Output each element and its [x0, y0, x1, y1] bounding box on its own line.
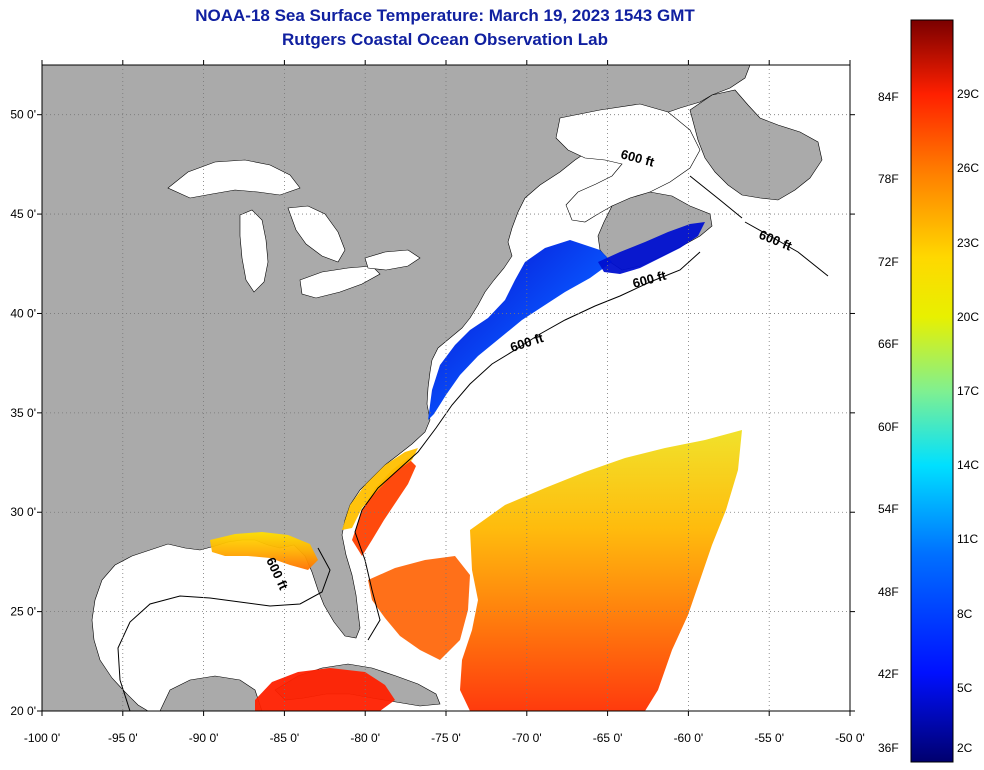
sst-warm-atlantic — [460, 430, 742, 711]
colorbar-f-label: 42F — [878, 667, 899, 682]
newfoundland-land — [689, 89, 823, 201]
colorbar-f-label: 72F — [878, 254, 899, 269]
longitude-tick-label: -85 0' — [270, 731, 300, 745]
latitude-tick-label: 25 0' — [10, 605, 36, 619]
colorbar-c-label: 20C — [957, 309, 980, 324]
latitude-tick-label: 20 0' — [10, 704, 36, 718]
colorbar-f-label: 78F — [878, 172, 899, 187]
colorbar-f-label: 84F — [878, 89, 899, 104]
longitude-tick-label: -100 0' — [24, 731, 60, 745]
longitude-tick-label: -80 0' — [350, 731, 380, 745]
colorbar-c-label: 2C — [957, 741, 973, 755]
colorbar-f-label: 36F — [878, 741, 899, 755]
longitude-tick-label: -95 0' — [108, 731, 138, 745]
color-scale-bar — [910, 19, 954, 763]
sst-caribbean — [255, 668, 395, 711]
latitude-tick-label: 50 0' — [10, 108, 36, 122]
longitude-tick-label: -70 0' — [512, 731, 542, 745]
longitude-tick-label: -50 0' — [835, 731, 865, 745]
graticule — [42, 65, 850, 711]
longitude-labels: -100 0' -95 0' -90 0' -85 0' -80 0' -75 0' -70… — [24, 731, 865, 745]
sst-bahamas — [368, 556, 470, 660]
colorbar-c-label: 5C — [957, 680, 973, 695]
colorbar-c-label: 11C — [957, 532, 979, 547]
axis-ticks — [37, 60, 855, 716]
latitude-tick-label: 35 0' — [10, 406, 36, 420]
sst-cold-scotian-shelf — [598, 222, 705, 274]
colorbar-f-label: 48F — [878, 584, 899, 599]
colorbar-c-label: 23C — [957, 235, 980, 250]
latitude-labels: 20 0' 25 0' 30 0' 35 0' 40 0' 45 0' 50 0' — [10, 108, 36, 718]
longitude-tick-label: -75 0' — [431, 731, 461, 745]
longitude-tick-label: -55 0' — [754, 731, 784, 745]
sst-gulf-stream — [352, 458, 416, 556]
colorbar-c-label: 14C — [957, 458, 980, 473]
map-subtitle: Rutgers Coastal Ocean Observation Lab — [282, 30, 608, 49]
colorbar-c-label: 26C — [957, 161, 980, 176]
sst-gulf-north — [210, 532, 318, 570]
great-lakes — [167, 159, 421, 299]
sst-cold-northeast — [428, 240, 612, 420]
longitude-tick-label: -90 0' — [189, 731, 219, 745]
colorbar-f-label: 60F — [878, 419, 899, 434]
latitude-tick-label: 30 0' — [10, 505, 36, 519]
colorbar-c-label: 8C — [957, 606, 973, 621]
bathymetry-contour-600ft — [117, 175, 829, 711]
colorbar-f-label: 54F — [878, 502, 899, 517]
north-america-land — [42, 65, 751, 711]
colorbar-f-label: 66F — [878, 337, 899, 352]
colorbar-c-label: 17C — [957, 384, 980, 398]
map-title: NOAA-18 Sea Surface Temperature: March 1… — [195, 6, 695, 25]
latitude-tick-label: 45 0' — [10, 207, 36, 221]
latitude-tick-label: 40 0' — [10, 306, 36, 320]
colorbar-c-label: 29C — [957, 87, 980, 102]
longitude-tick-label: -65 0' — [593, 731, 623, 745]
longitude-tick-label: -60 0' — [674, 731, 704, 745]
gulf-st-lawrence-water — [555, 103, 701, 223]
